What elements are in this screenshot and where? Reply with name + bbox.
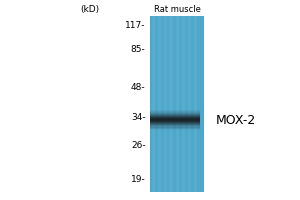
Bar — [150, 115, 200, 116]
Bar — [150, 110, 200, 111]
Bar — [150, 119, 200, 120]
Bar — [158, 16, 161, 192]
Text: 19-: 19- — [131, 174, 146, 184]
Text: 34-: 34- — [131, 112, 146, 121]
Text: 26-: 26- — [131, 140, 146, 149]
Text: 85-: 85- — [131, 45, 146, 53]
Bar — [150, 129, 200, 130]
Text: (kD): (kD) — [80, 5, 100, 14]
Bar — [169, 16, 173, 192]
Bar — [150, 125, 200, 126]
Bar — [150, 123, 200, 124]
Bar — [150, 121, 200, 122]
Bar — [150, 120, 200, 121]
Bar — [150, 113, 200, 114]
Text: 117-: 117- — [125, 21, 146, 29]
Text: Rat muscle: Rat muscle — [154, 5, 200, 14]
Bar — [188, 16, 191, 192]
Bar — [182, 16, 185, 192]
Bar — [150, 128, 200, 129]
Bar — [150, 114, 200, 115]
Bar — [150, 128, 200, 129]
Bar — [150, 111, 200, 112]
Bar — [150, 127, 200, 128]
Bar — [150, 122, 200, 123]
Text: MOX-2: MOX-2 — [216, 114, 256, 127]
Bar — [150, 126, 200, 127]
Bar — [176, 16, 179, 192]
Bar — [150, 16, 204, 192]
Bar — [152, 16, 155, 192]
Bar — [150, 116, 200, 117]
Bar — [150, 124, 200, 125]
Text: 48-: 48- — [131, 83, 146, 92]
Bar — [194, 16, 197, 192]
Bar — [164, 16, 167, 192]
Bar — [150, 127, 200, 128]
Bar — [150, 117, 200, 118]
Bar — [150, 118, 200, 119]
Bar — [150, 112, 200, 113]
